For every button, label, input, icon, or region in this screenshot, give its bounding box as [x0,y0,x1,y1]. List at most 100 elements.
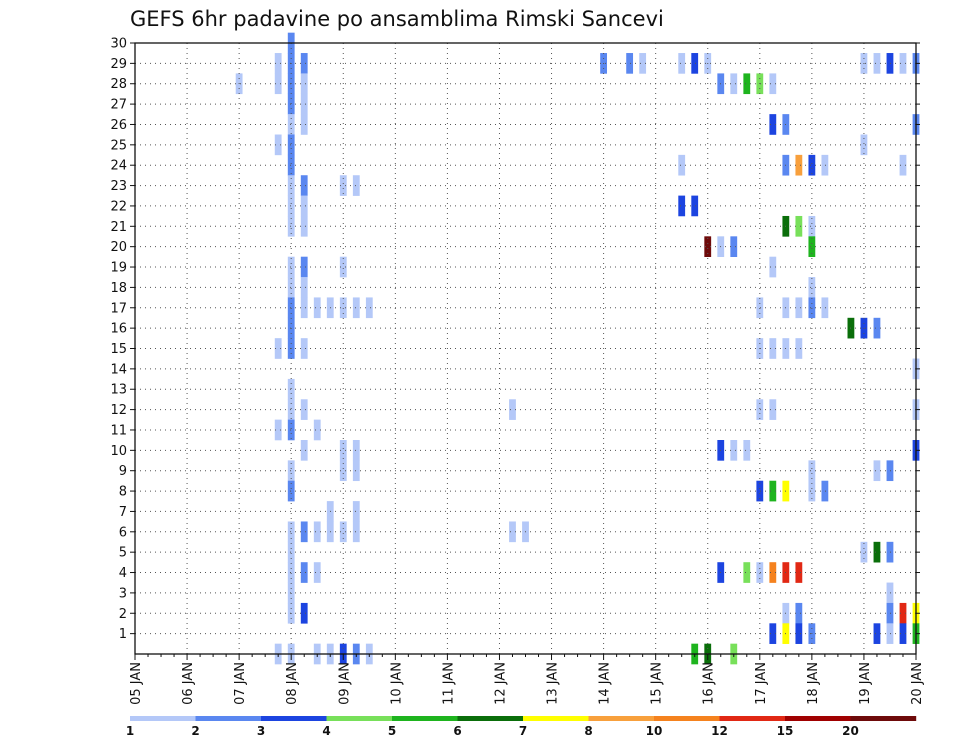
heatmap-cell [756,399,764,420]
heatmap-cell [821,154,829,176]
heatmap-cell [352,460,360,482]
heatmap-cell [287,256,295,278]
y-tick-label: 7 [119,505,127,520]
heatmap-cell [287,93,295,115]
heatmap-cell [287,195,295,217]
heatmap-cell [365,297,373,319]
y-tick-label: 15 [110,342,127,357]
heatmap-cell [352,297,360,319]
heatmap-cell [287,480,295,502]
y-tick-label: 28 [110,77,127,92]
x-tick-label: 13 JAN [546,662,561,705]
y-tick-label: 3 [119,586,127,601]
y-tick-label: 19 [110,261,127,276]
colorbar-segment [654,716,720,721]
heatmap-cell [300,602,308,624]
heatmap-cell [339,521,347,543]
heatmap-cell [808,297,816,319]
heatmap-cell [821,480,829,502]
x-tick-label: 17 JAN [754,662,769,705]
y-tick-label: 14 [110,362,127,377]
x-tick-label: 06 JAN [181,662,196,705]
heatmap-cell [509,399,516,420]
y-tick-label: 13 [110,383,127,398]
heatmap-cell [274,419,282,441]
colorbar-label: 7 [519,724,527,738]
heatmap-cell [300,521,308,543]
colorbar-label: 15 [777,724,794,738]
x-tick-label: 05 JAN [129,662,144,705]
heatmap-cell [795,154,803,176]
heatmap-cell [339,297,347,319]
colorbar-label: 10 [646,724,663,738]
y-tick-label: 25 [110,138,127,153]
y-tick-label: 24 [110,159,127,174]
heatmap-cell [352,501,360,522]
colorbar-segment [588,716,655,721]
heatmap-cell [287,154,295,176]
heatmap-cell [795,602,803,624]
heatmap-cell [743,440,751,461]
heatmap-cell [352,175,360,196]
colorbar-label: 3 [257,724,265,738]
heatmap-cell [313,521,321,543]
heatmap-cell [899,53,907,74]
y-tick-label: 18 [110,281,127,296]
heatmap-cell [352,440,360,461]
heatmap-cell [274,53,282,74]
colorbar-label: 2 [191,724,199,738]
heatmap-cell [886,541,894,563]
heatmap-cell [769,338,777,359]
heatmap-cell [821,297,829,319]
grid-lines [135,42,916,654]
x-tick-label: 19 JAN [858,662,873,705]
heatmap-cell [769,256,777,278]
heatmap-cell [300,175,308,196]
heatmap-cell [886,53,894,74]
x-tick-label: 14 JAN [598,662,613,705]
colorbar-segment [719,716,786,721]
heatmap-cell [899,623,907,644]
x-tick-label: 15 JAN [650,662,665,705]
heatmap-cell [873,623,881,644]
heatmap-cell [769,480,777,502]
heatmap-cell [313,419,321,441]
y-tick-label: 20 [110,240,127,255]
heatmap-cell [300,256,308,278]
heatmap-cell [300,93,308,115]
heatmap-cell [274,338,282,359]
heatmap-cell [639,53,647,74]
heatmap-cell [743,562,751,583]
heatmap-cell [274,134,282,156]
y-tick-label: 1 [119,627,127,642]
heatmap-cell [769,562,777,583]
heatmap-cell [352,521,360,543]
heatmap-cell [860,134,868,156]
heatmap-cell [795,338,803,359]
heatmap-cell [808,236,816,257]
heatmap-cell [873,317,881,339]
heatmap-cell [756,562,764,583]
x-tick-label: 09 JAN [337,662,352,705]
y-tick-label: 26 [110,118,127,133]
y-tick-label: 30 [110,37,127,52]
heatmap-cell [730,236,738,257]
y-tick-label: 23 [110,179,127,194]
heatmap-cell [339,256,347,278]
heatmap-cell [274,73,282,95]
heatmap-cell [287,541,295,563]
heatmap-cell [300,73,308,95]
heatmap-cell [756,480,764,502]
y-tick-label: 4 [119,566,127,581]
heatmap-cell [287,521,295,543]
heatmap-cell [509,521,516,543]
heatmap-cell [873,53,881,74]
heatmap-cell [300,338,308,359]
y-tick-label: 29 [110,57,127,72]
colorbar: 1 2 3 4 5 6 7 8 10 12 15 20 [126,716,917,738]
y-tick-label: 21 [110,220,127,235]
heatmap-cell [704,236,712,257]
x-tick-label: 07 JAN [233,662,248,705]
colorbar-label: 20 [842,724,859,738]
